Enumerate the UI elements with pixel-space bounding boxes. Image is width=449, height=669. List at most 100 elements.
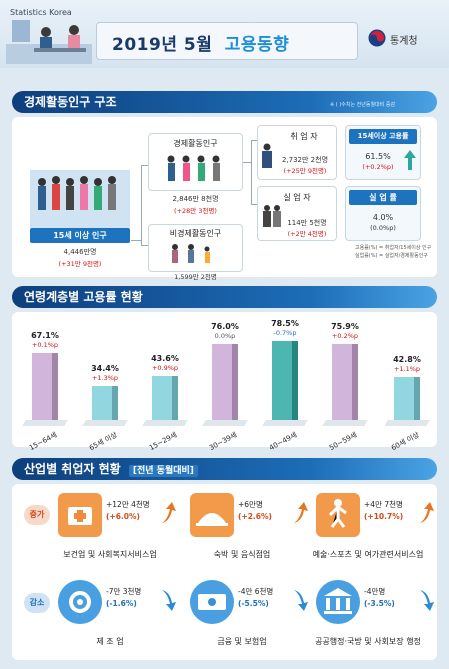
connector — [141, 165, 142, 245]
connector — [243, 162, 251, 163]
industry-name: 제 조 업 — [96, 637, 124, 646]
title-box — [96, 22, 358, 60]
age-bar-1 — [92, 386, 118, 420]
title-date: 2019년 5월 — [112, 35, 213, 55]
employment-rate-change: (+0.2%p) — [362, 163, 394, 171]
down-arrow-icon — [418, 588, 434, 612]
age-pct-label: 78.5% — [271, 319, 299, 328]
industry-name: 예술·스포츠 및 여가관련서비스업 — [312, 550, 424, 559]
public-building-icon — [316, 580, 360, 624]
industry-count: +12만 4천명 — [106, 500, 150, 509]
connector — [251, 140, 257, 141]
statistics-korea-logo-icon — [368, 29, 386, 47]
industry-name: 금융 및 보험업 — [217, 637, 267, 646]
bar-base — [22, 420, 68, 426]
age-pct-label: 75.9% — [331, 322, 359, 331]
age-change-label: +0.1%p — [31, 341, 59, 349]
age-change-label: +0.2%p — [331, 332, 359, 340]
active-label: 경제활동인구 — [173, 139, 218, 148]
connector — [141, 165, 148, 166]
down-arrow-icon — [292, 588, 308, 612]
age-change-label: +0.9%p — [151, 364, 179, 372]
age-bar-5 — [332, 344, 358, 420]
section3-title: 산업별 취업자 현황 — [24, 462, 121, 476]
workers-illustration — [167, 155, 220, 181]
medical-icon — [58, 493, 102, 537]
age-bar-6 — [394, 377, 420, 420]
active-population-box: 경제활동인구 — [148, 133, 243, 191]
industry-count: -4만 6천명 — [238, 587, 274, 596]
employed-change: (+25만 9천명) — [283, 167, 327, 175]
population-crowd-illustration — [30, 170, 130, 228]
office-workers-illustration — [6, 20, 92, 64]
page-title: 2019년 5월 고용동향 — [112, 30, 289, 55]
gear-icon — [58, 580, 102, 624]
up-arrow-icon — [404, 150, 416, 170]
employment-rate-label: 15세이상 고용률 — [349, 129, 417, 144]
employee-icon — [262, 143, 272, 168]
pop15-value: 4,446만명 — [63, 248, 97, 256]
industry-pct: (+6.0%) — [106, 512, 140, 521]
age-change-label: +1.3%p — [91, 374, 119, 382]
industry-count: -7만 3천명 — [106, 587, 142, 596]
industry-pct: (-1.6%) — [106, 599, 137, 608]
industry-count: +6만명 — [238, 500, 263, 509]
age-change-label: 0.0%p — [214, 332, 236, 340]
footnote-employment-rate: 고용률(%) = 취업자/15세이상 인구 — [355, 245, 432, 251]
industry-count: +4만 7천명 — [364, 500, 403, 509]
employed-value: 2,732만 2천명 — [281, 156, 329, 164]
bar-base — [82, 420, 128, 426]
section1-title: 경제활동인구 구조 — [24, 95, 117, 109]
source-label: Statistics Korea — [10, 8, 72, 17]
section1-note: ※ ( )수치는 전년동월대비 증감 — [330, 102, 396, 108]
unemployed-change: (+2만 4천명) — [287, 230, 327, 238]
connector — [141, 245, 148, 246]
industry-count: -4만명 — [364, 587, 386, 596]
family-illustration — [171, 244, 210, 263]
increase-tag: 증가 — [24, 505, 50, 525]
restaurant-icon — [190, 493, 234, 537]
up-arrow-icon — [292, 501, 308, 525]
inactive-label: 비경제활동인구 — [169, 229, 222, 238]
dancer-icon — [316, 493, 360, 537]
bar-base — [262, 420, 308, 426]
unemployment-rate-label: 실 업 률 — [349, 190, 417, 205]
age-pct-label: 76.0% — [211, 322, 239, 331]
decrease-tag: 감소 — [24, 593, 50, 613]
pop15-label: 15세 이상 인구 — [30, 228, 130, 243]
section-age-employment-header: 연령계층별 고용률 현황 — [12, 286, 437, 308]
age-change-label: -0.7%p — [273, 329, 297, 337]
industry-name: 보건업 및 사회복지서비스업 — [63, 550, 157, 559]
bar-base — [322, 420, 368, 426]
money-icon — [190, 580, 234, 624]
age-pct-label: 34.4% — [91, 364, 119, 373]
section2-title: 연령계층별 고용률 현황 — [24, 290, 143, 304]
industry-name: 공공행정·국방 및 사회보장 행정 — [315, 637, 421, 646]
age-bar-0 — [32, 353, 58, 420]
footnote-unemployment-rate: 실업률(%) = 실업자/경제활동인구 — [355, 253, 428, 259]
org-name: 통계청 — [390, 36, 418, 47]
inactive-value: 1,599만 2천명 — [174, 273, 217, 281]
age-bar-4 — [272, 341, 298, 420]
age-pct-label: 67.1% — [31, 331, 59, 340]
bar-base — [142, 420, 188, 426]
age-pct-label: 43.6% — [151, 354, 179, 363]
pop15-change: (+31만 9천명) — [58, 260, 102, 268]
down-arrow-icon — [160, 588, 176, 612]
unemployed-value: 114만 5천명 — [287, 219, 327, 227]
title-topic: 고용동향 — [224, 35, 290, 55]
unemployed-people-icon — [263, 205, 281, 227]
age-change-label: +1.1%p — [393, 365, 421, 373]
connector — [251, 140, 252, 204]
section-industry-header: 산업별 취업자 현황 [전년 동월대비] — [12, 458, 437, 480]
section3-subtitle: [전년 동월대비] — [128, 465, 198, 477]
connector — [251, 204, 257, 205]
industry-pct: (+10.7%) — [364, 512, 404, 521]
employed-label: 취 업 자 — [290, 132, 318, 141]
industry-name: 숙박 및 음식점업 — [213, 550, 271, 559]
unemployed-label: 실 업 자 — [283, 193, 311, 202]
employment-rate-value: 61.5% — [365, 152, 391, 161]
active-change: (+28만 3천명) — [174, 207, 217, 215]
unemployment-rate-change: (0.0%p) — [370, 224, 396, 232]
age-bar-2 — [152, 376, 178, 420]
